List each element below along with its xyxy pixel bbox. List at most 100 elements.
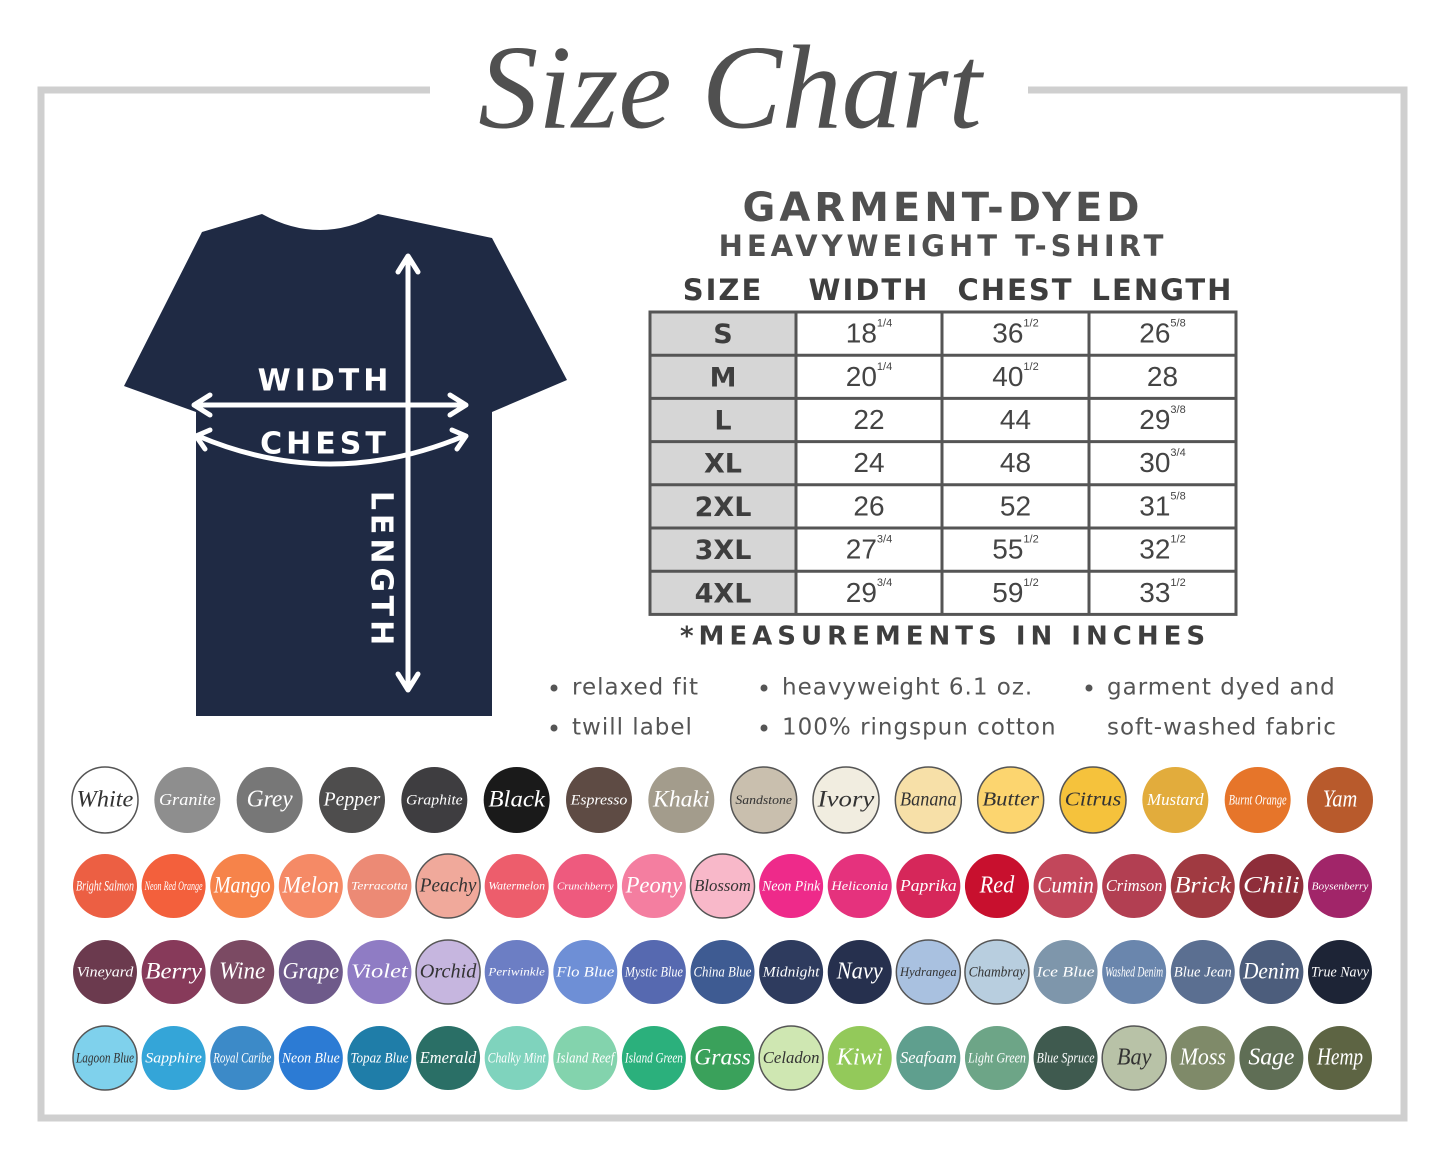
measure-arrows bbox=[191, 253, 469, 693]
swatch bbox=[73, 940, 137, 1004]
swatch bbox=[484, 854, 549, 918]
swatch-name: Denim bbox=[1242, 958, 1300, 984]
swatch-name: Cumin bbox=[1037, 872, 1094, 898]
swatch-name: Paprika bbox=[899, 876, 957, 895]
table-header: WIDTH bbox=[809, 273, 930, 307]
swatch-name: Kiwi bbox=[836, 1045, 883, 1071]
swatch-name: Brick bbox=[1174, 872, 1231, 898]
measurement-whole: 27 bbox=[846, 534, 877, 565]
swatch bbox=[71, 766, 139, 834]
measurement-whole: 26 bbox=[853, 491, 884, 522]
swatch bbox=[347, 1026, 412, 1090]
frame bbox=[37, 86, 1408, 1122]
swatch-name: Ice Blue bbox=[1035, 964, 1095, 980]
swatch bbox=[827, 854, 892, 918]
measurement-fraction: 3/8 bbox=[1170, 404, 1185, 416]
bullet bbox=[1085, 684, 1093, 692]
measurement-whole: 26 bbox=[1139, 318, 1170, 349]
measurement: 22 bbox=[853, 404, 884, 435]
feature: soft-washed fabric bbox=[1107, 715, 1337, 741]
swatch bbox=[73, 854, 137, 918]
measurement-whole: 20 bbox=[846, 361, 877, 392]
swatch-name: Orchid bbox=[420, 961, 477, 983]
swatch-name: Ivory bbox=[817, 786, 875, 812]
bullet bbox=[550, 724, 558, 732]
swatch bbox=[236, 767, 303, 833]
swatch-name: Heliconia bbox=[830, 878, 888, 893]
feature: twill label bbox=[572, 715, 693, 741]
measurement-whole: 48 bbox=[1000, 448, 1031, 479]
swatch-name: Hydrangea bbox=[899, 964, 957, 979]
measurement: 26 bbox=[853, 491, 884, 522]
product-line2: HEAVYWEIGHT T-SHIRT bbox=[719, 229, 1168, 263]
swatch bbox=[621, 1026, 686, 1090]
table-grid bbox=[648, 310, 1238, 616]
swatch-name: Banana bbox=[900, 789, 957, 811]
swatch bbox=[278, 854, 343, 918]
swatch-name: Seafoam bbox=[900, 1048, 957, 1067]
swatch bbox=[154, 767, 221, 833]
size-cell: 2XL bbox=[695, 492, 752, 523]
swatch bbox=[141, 854, 206, 918]
swatch bbox=[210, 940, 275, 1004]
swatch-name: Royal Caribe bbox=[213, 1050, 272, 1066]
swatch-name: Espresso bbox=[570, 792, 628, 808]
swatch bbox=[729, 766, 798, 834]
swatch bbox=[827, 940, 892, 1004]
size-cell: L bbox=[714, 406, 731, 437]
measurement: 315/8 bbox=[1139, 490, 1185, 521]
swatch-name: Terracotta bbox=[351, 879, 408, 893]
measurement-whole: 29 bbox=[846, 577, 877, 608]
swatch-name: Khaki bbox=[652, 786, 710, 812]
feature: heavyweight 6.1 oz. bbox=[782, 675, 1033, 701]
swatch bbox=[553, 940, 618, 1004]
swatch-name: True Navy bbox=[1311, 964, 1369, 980]
measurement: 303/4 bbox=[1139, 447, 1185, 478]
swatch bbox=[1308, 854, 1372, 918]
measurement-whole: 59 bbox=[992, 577, 1023, 608]
measurement-fraction: 1/2 bbox=[1170, 534, 1185, 546]
swatch-name: Butter bbox=[982, 789, 1039, 811]
swatch bbox=[1307, 767, 1373, 833]
measurement-fraction: 5/8 bbox=[1170, 490, 1185, 502]
swatch bbox=[1102, 940, 1167, 1004]
swatch-name: Light Green bbox=[967, 1050, 1026, 1066]
measurement: 24 bbox=[853, 448, 884, 479]
swatch-name: Crunchberry bbox=[557, 880, 614, 892]
measurement: 44 bbox=[1000, 404, 1031, 435]
measurement-whole: 55 bbox=[992, 534, 1023, 565]
measurement: 293/4 bbox=[846, 577, 892, 608]
swatch-name: Celadon bbox=[763, 1048, 820, 1067]
swatch bbox=[1170, 1026, 1235, 1090]
swatch-name: Periwinkle bbox=[487, 965, 545, 979]
swatch-name: Chambray bbox=[969, 964, 1026, 980]
swatch-name: Berry bbox=[145, 958, 202, 984]
measurement: 181/4 bbox=[846, 318, 892, 349]
swatch-name: Midnight bbox=[762, 964, 821, 980]
swatch-name: Chili bbox=[1243, 872, 1300, 898]
swatch bbox=[553, 854, 618, 918]
swatch bbox=[1239, 854, 1304, 918]
measurement-whole: 31 bbox=[1139, 491, 1170, 522]
swatch-name: China Blue bbox=[694, 964, 752, 980]
measurement-fraction: 1/2 bbox=[1023, 361, 1038, 373]
measurement: 273/4 bbox=[846, 534, 892, 565]
width-label: WIDTH bbox=[258, 364, 393, 399]
swatch bbox=[895, 939, 962, 1005]
swatch bbox=[484, 940, 549, 1004]
swatch bbox=[319, 767, 385, 833]
swatch bbox=[1170, 940, 1235, 1004]
measurement-fraction: 1/4 bbox=[877, 361, 892, 373]
swatch bbox=[401, 767, 468, 833]
size-cell: 3XL bbox=[695, 535, 752, 566]
bullet bbox=[760, 724, 768, 732]
measurement: 293/8 bbox=[1139, 404, 1185, 435]
swatch-name: White bbox=[77, 786, 134, 812]
swatch-name: Chalky Mint bbox=[488, 1050, 547, 1066]
swatch bbox=[812, 766, 880, 834]
swatch-name: Mango bbox=[213, 872, 271, 898]
swatch-name: Grape bbox=[283, 958, 340, 984]
measurement-whole: 40 bbox=[992, 361, 1023, 392]
swatch bbox=[759, 854, 824, 918]
